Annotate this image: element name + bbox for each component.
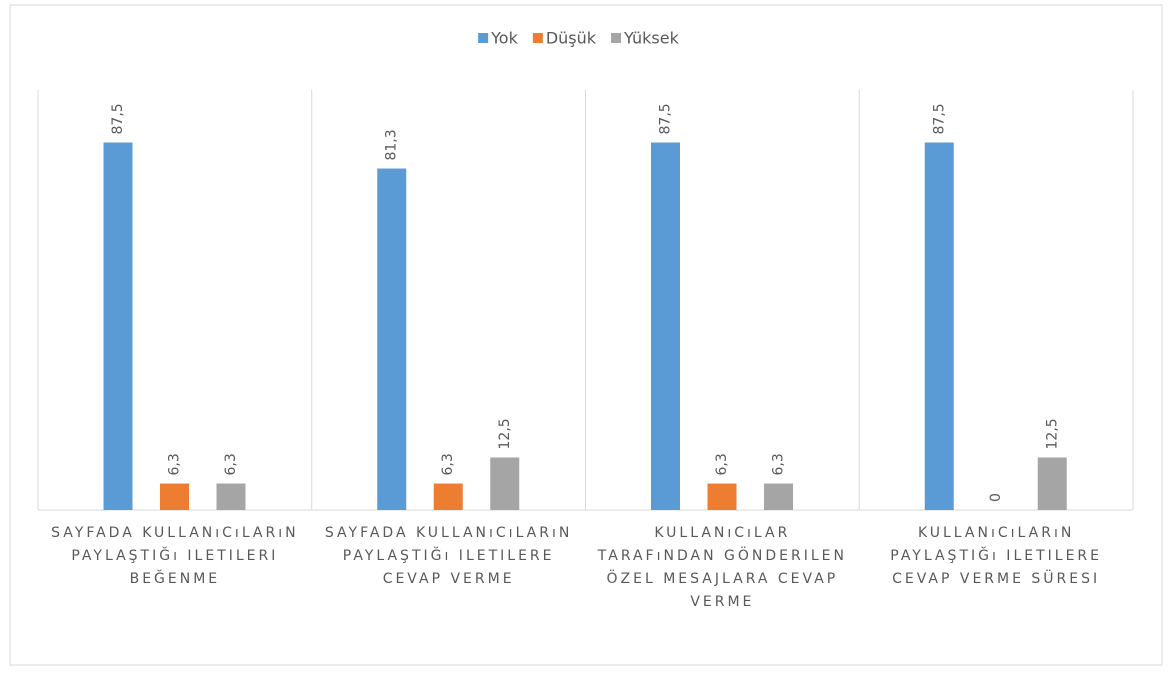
data-label: 6,3	[223, 453, 239, 475]
data-label: 0	[988, 493, 1004, 502]
legend-swatch	[532, 33, 543, 43]
x-tick-label: KULLANıCıLARıN PAYLAŞTIĞı ILETILERE CEVA…	[890, 525, 1102, 587]
data-label: 6,3	[440, 453, 456, 475]
bar	[1037, 457, 1067, 510]
data-label: 81,3	[384, 129, 400, 160]
data-label: 12,5	[497, 418, 513, 449]
data-label: 6,3	[771, 453, 787, 475]
bar	[216, 483, 246, 510]
legend-swatch	[478, 33, 489, 43]
legend-label: Yok	[490, 29, 518, 48]
x-tick-label: SAYFADA KULLANıCıLARıN PAYLAŞTIĞı ILETIL…	[324, 525, 573, 587]
bar	[924, 142, 954, 510]
data-label: 12,5	[1044, 418, 1060, 449]
bar	[651, 142, 680, 510]
bar	[764, 483, 793, 510]
legend-swatch	[611, 33, 622, 43]
data-label: 6,3	[167, 453, 183, 475]
data-label: 6,3	[714, 453, 730, 475]
bar	[160, 483, 189, 510]
bar	[377, 168, 407, 511]
bar	[490, 457, 520, 510]
data-label: 87,5	[931, 103, 947, 134]
bar	[707, 483, 737, 510]
bar	[433, 483, 463, 510]
legend-label: Yüksek	[623, 29, 680, 48]
legend-label: Düşük	[546, 29, 597, 48]
x-tick-label: KULLANıCıLAR TARAFıNDAN GÖNDERILEN ÖZEL …	[597, 525, 847, 610]
bar	[103, 142, 133, 510]
x-tick-label: SAYFADA KULLANıCıLARıN PAYLAŞTIĞı ILETIL…	[51, 525, 299, 587]
data-label: 87,5	[658, 103, 674, 134]
data-label: 87,5	[110, 103, 126, 134]
